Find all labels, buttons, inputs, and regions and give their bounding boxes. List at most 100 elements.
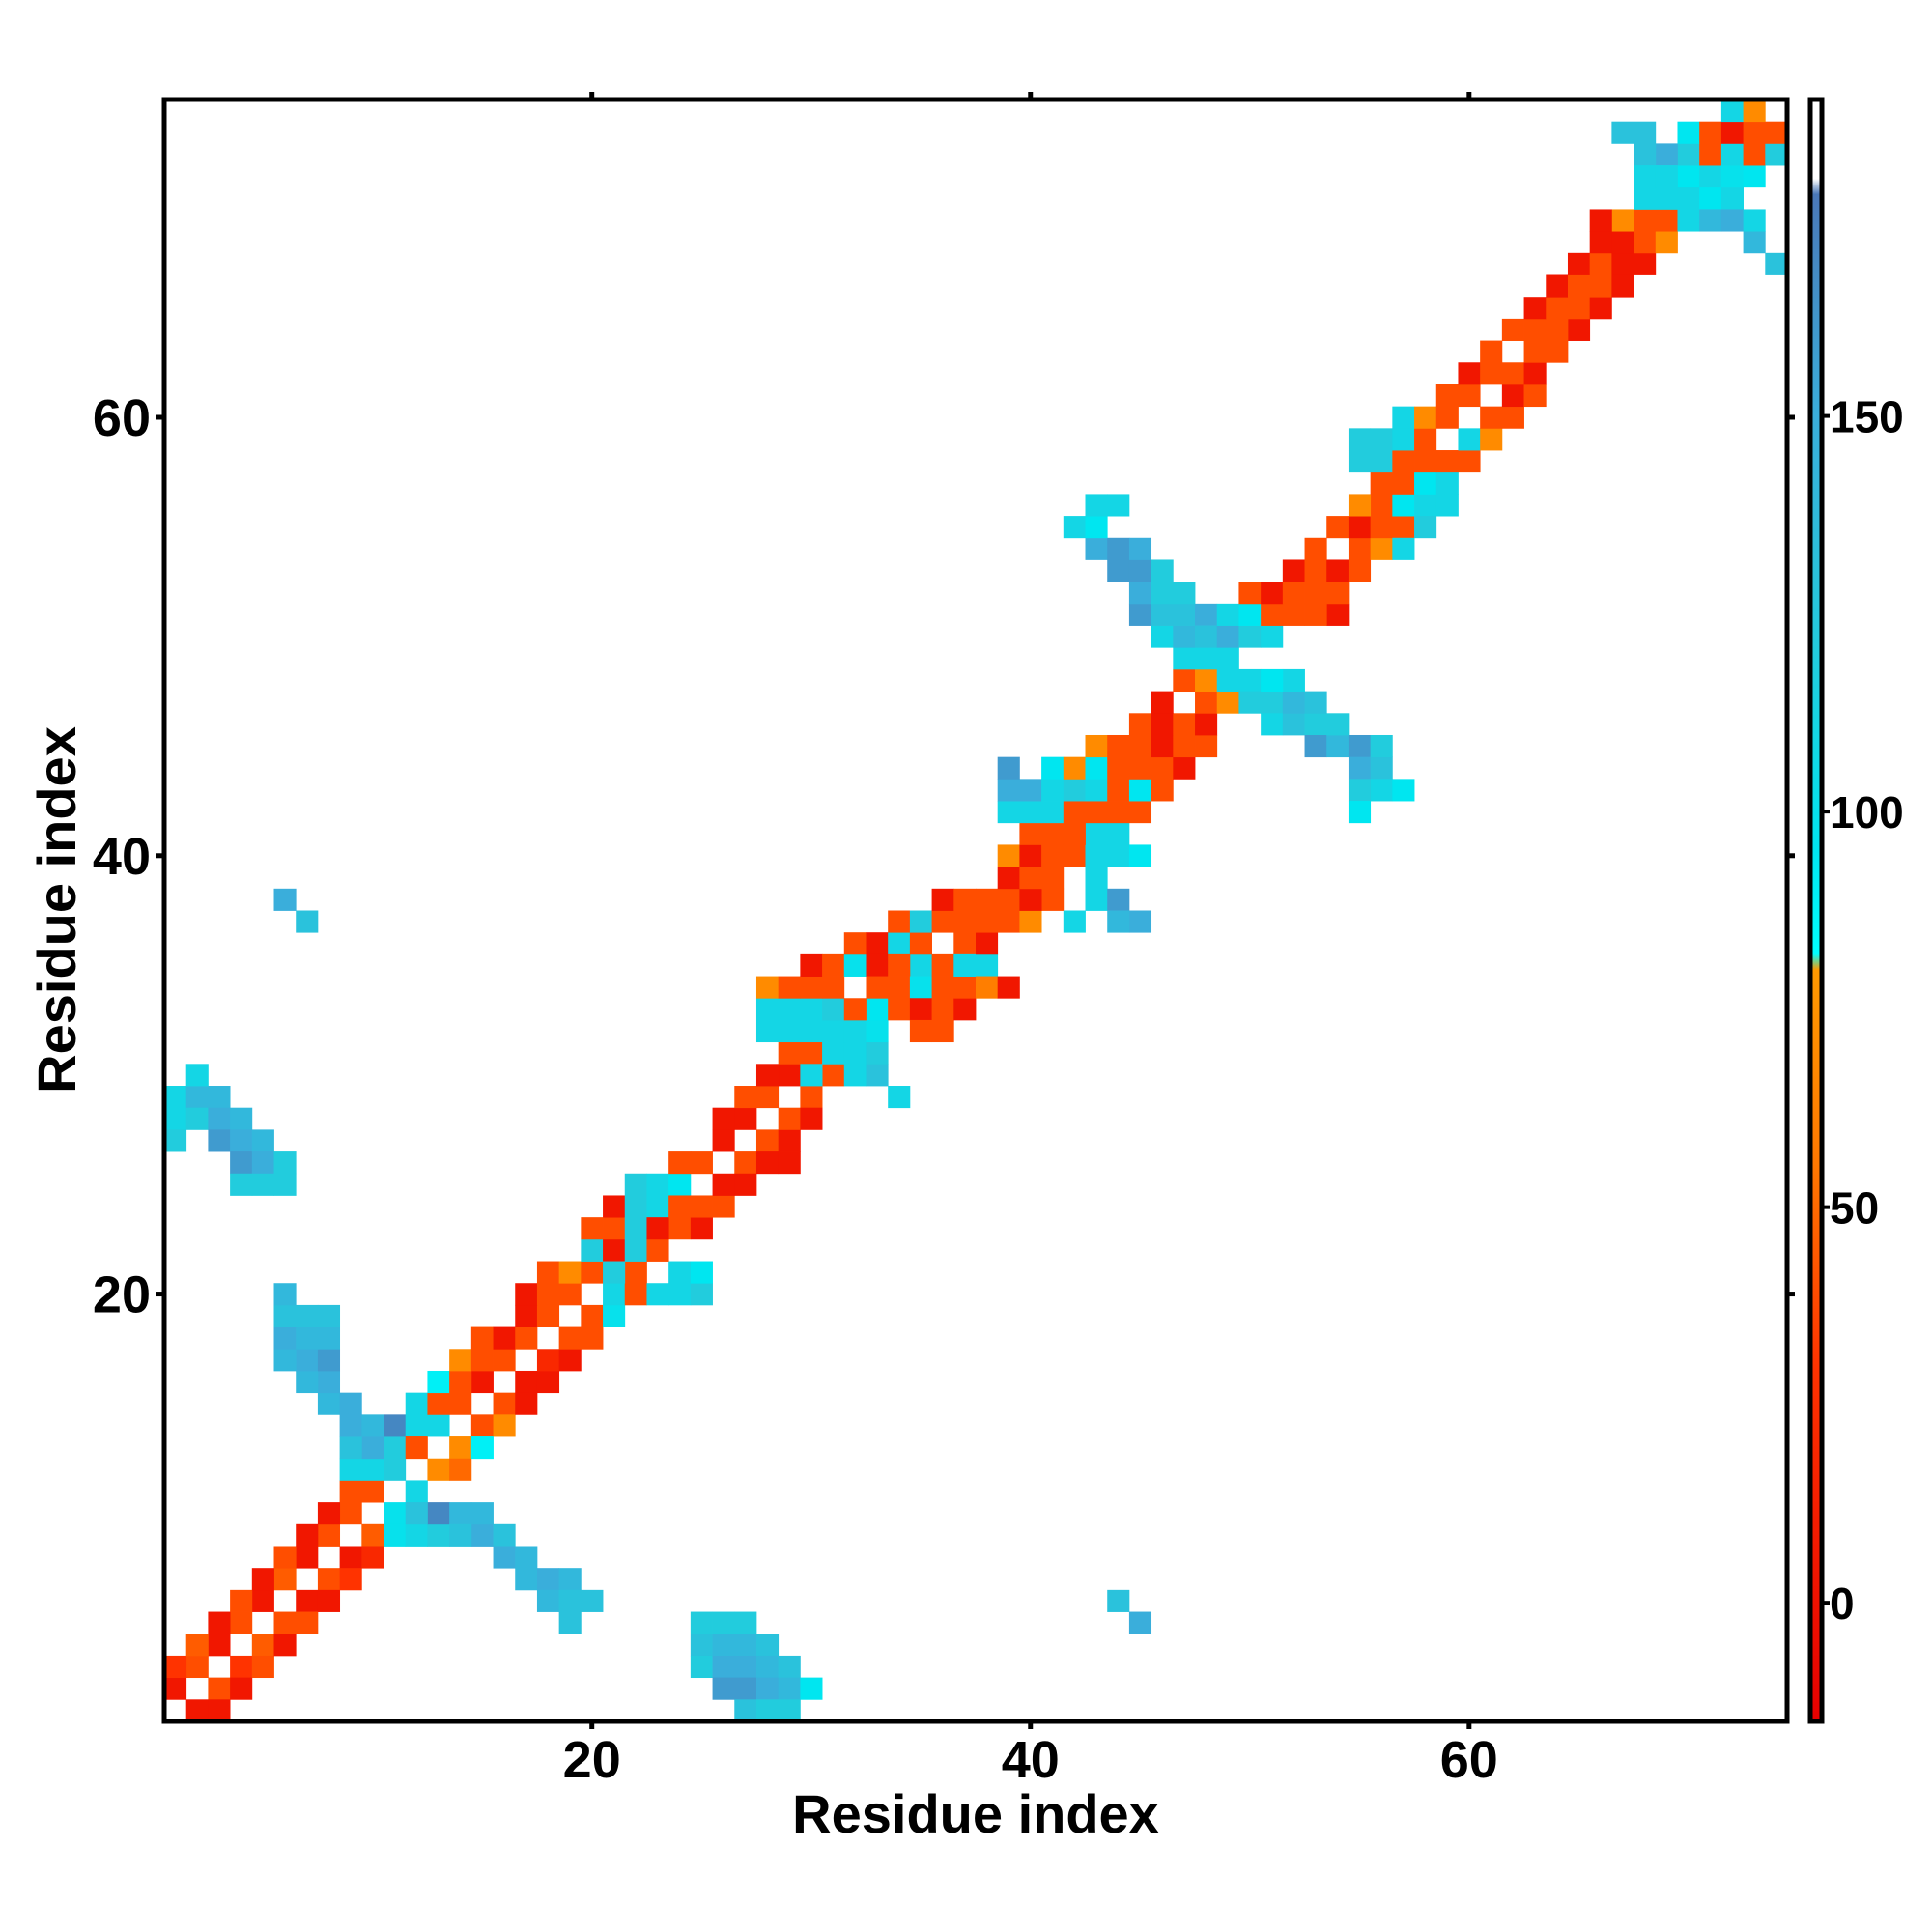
heatmap-cell [1195,691,1218,714]
heatmap-cell [1501,318,1524,341]
heatmap-cell [1501,362,1524,385]
heatmap-cell [1173,713,1196,736]
heatmap-cell [800,998,823,1021]
heatmap-cell [624,1283,647,1306]
heatmap-cell [296,910,319,933]
heatmap-cell [800,1107,823,1130]
heatmap-cell [778,1677,801,1700]
heatmap-cell [953,932,977,955]
heatmap-cell [1567,252,1591,275]
heatmap-cell [449,1370,472,1394]
heatmap-cell [185,1699,209,1722]
heatmap-cell [1765,252,1788,275]
heatmap-cell [361,1414,384,1437]
plot-frame [161,97,1790,1724]
heatmap-cell [1458,450,1481,473]
heatmap-cell [603,1195,626,1218]
heatmap-cell [208,1699,231,1722]
heatmap-cell [1195,647,1218,670]
heatmap-cell [273,1568,297,1591]
heatmap-cell [405,1392,428,1415]
heatmap-cell [317,1326,341,1350]
heatmap-cell [230,1107,253,1130]
heatmap-cell [690,1151,713,1175]
heatmap-cell [646,1283,669,1306]
heatmap-cell [822,953,845,977]
heatmap-cell [712,1634,735,1657]
y-tick-label: 40 [93,828,151,886]
heatmap-cell [1128,844,1152,867]
heatmap-cell [1085,537,1108,560]
heatmap-cell [296,1611,319,1634]
heatmap-cell [273,1304,297,1327]
heatmap-cell [296,1523,319,1547]
heatmap-cell [997,976,1020,999]
colorbar-frame [1807,97,1825,1724]
heatmap-cell [230,1151,253,1175]
heatmap-cell [976,910,999,933]
heatmap-cell [1677,165,1700,188]
heatmap-cell [427,1458,450,1481]
heatmap-cell [1304,603,1327,626]
heatmap-cell [1480,340,1503,363]
heatmap-cell [449,1523,472,1547]
heatmap-cell [493,1392,516,1415]
heatmap-cell [1085,801,1108,824]
heatmap-cell [558,1349,582,1372]
heatmap-cell [734,1699,757,1722]
heatmap-cell [997,844,1020,867]
heatmap-cell [997,910,1020,933]
heatmap-cell [515,1370,538,1394]
heatmap-cell [1743,231,1766,254]
heatmap-cell [866,1041,889,1065]
heatmap-cell [1765,121,1788,144]
heatmap-cell [1195,668,1218,693]
heatmap-cell [185,1086,209,1109]
heatmap-cell [755,1086,780,1109]
heatmap-cell [603,1304,626,1327]
colorbar-gradient [1810,99,1822,1721]
heatmap-cell [1392,450,1415,473]
heatmap-cell [1261,668,1284,693]
heatmap-cell [317,1349,341,1372]
heatmap-cell [1019,844,1042,867]
heatmap-cell [755,1699,780,1722]
heatmap-cell [624,1217,647,1240]
heatmap-cell [515,1568,538,1591]
heatmap-cell [1261,582,1284,605]
heatmap-cell [470,1436,494,1460]
heatmap-cell [1216,691,1239,714]
heatmap-cell [1282,691,1305,714]
heatmap-cell [1151,734,1174,758]
heatmap-cell [1326,713,1350,736]
heatmap-cell [1261,603,1284,626]
heatmap-cell [427,1502,450,1525]
heatmap-cell [734,1677,757,1700]
heatmap-cell [1743,209,1766,232]
heatmap-cell [296,1349,319,1372]
heatmap-cell [1611,209,1634,232]
heatmap-cell [1107,559,1130,582]
heatmap-cell [755,1064,780,1087]
heatmap-cell [1085,494,1108,517]
heatmap-cell [822,1019,845,1043]
heatmap-cell [909,1019,932,1043]
heatmap-cell [1611,274,1634,298]
heatmap-cell [1107,822,1130,845]
heatmap-cell [1326,582,1350,605]
heatmap-cell [1546,340,1569,363]
heatmap-cell [1392,494,1415,517]
heatmap-cell [1743,99,1766,123]
heatmap-cell [1435,384,1459,408]
heatmap-cell [1128,779,1152,802]
heatmap-cell [515,1304,538,1327]
heatmap-cell [1238,625,1262,648]
heatmap-cell [778,1129,801,1152]
heatmap-cell [1546,274,1569,298]
heatmap-cell [1589,274,1612,298]
heatmap-cell [1435,471,1459,495]
heatmap-cell [690,1261,713,1284]
heatmap-cell [822,1041,845,1065]
heatmap-cell [317,1304,341,1327]
heatmap-cell [296,1589,319,1612]
